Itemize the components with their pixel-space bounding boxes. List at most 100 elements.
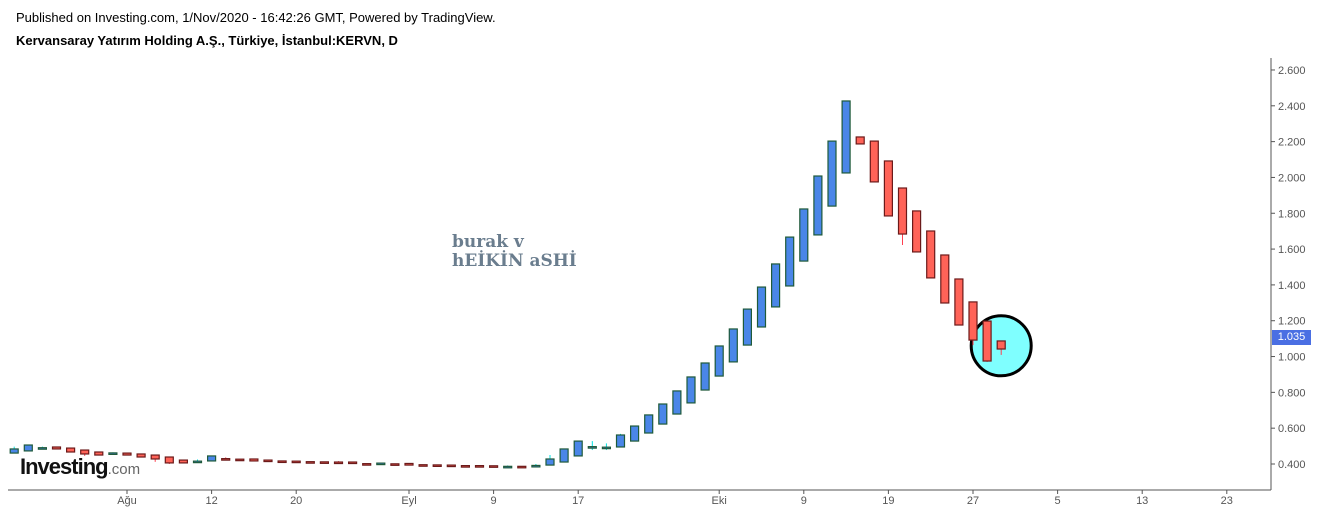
- candle-body: [742, 308, 753, 346]
- candle-body: [235, 458, 245, 462]
- candle: [672, 390, 682, 415]
- candle: [601, 443, 612, 451]
- candle: [108, 452, 118, 455]
- candle: [827, 140, 837, 207]
- candle: [897, 187, 908, 245]
- x-tick-label: 20: [290, 495, 302, 507]
- x-tick-label: Eki: [712, 495, 727, 507]
- candle: [785, 236, 795, 287]
- candle: [911, 210, 922, 253]
- candle: [178, 459, 188, 464]
- candle-body: [207, 455, 217, 462]
- candle-body: [545, 458, 555, 466]
- candle-body: [601, 446, 612, 450]
- candle-body: [799, 208, 809, 262]
- candle: [813, 175, 823, 236]
- candle-body: [587, 446, 597, 449]
- candle-body: [474, 465, 485, 468]
- candle-body: [263, 459, 273, 463]
- x-tick-label: 19: [882, 495, 894, 507]
- x-tick-label: 23: [1221, 495, 1233, 507]
- candle-body: [770, 263, 781, 308]
- candle-body: [9, 448, 19, 454]
- candle: [658, 403, 668, 425]
- candle: [432, 464, 442, 467]
- y-tick-label: 2.200: [1278, 137, 1306, 149]
- candle-body: [911, 210, 922, 253]
- x-tick-label: 27: [967, 495, 979, 507]
- candle-body: [80, 449, 90, 455]
- candle-body: [362, 463, 372, 466]
- candle-body: [446, 464, 456, 468]
- candle: [9, 446, 19, 454]
- candle-body: [573, 440, 583, 457]
- x-tick-label: 13: [1136, 495, 1148, 507]
- candle-body: [686, 376, 696, 404]
- candle-body: [94, 451, 104, 456]
- candle-body: [615, 434, 626, 448]
- candle: [291, 460, 301, 464]
- candle: [235, 458, 245, 462]
- x-tick-label: 5: [1055, 495, 1061, 507]
- candle-body: [136, 453, 146, 458]
- candle-body: [827, 140, 837, 207]
- candle: [333, 461, 344, 465]
- candle: [277, 460, 287, 464]
- candle-body: [108, 452, 118, 455]
- candle-body: [841, 100, 851, 174]
- candle: [686, 376, 696, 404]
- candle: [728, 328, 738, 363]
- candle-body: [996, 340, 1006, 350]
- x-tick-label: 9: [801, 495, 807, 507]
- investing-logo: Investing.com: [20, 454, 140, 480]
- annotation-line-2: hEİKİN aSHİ: [452, 251, 577, 271]
- x-tick-label: 12: [205, 495, 217, 507]
- candle-body: [672, 390, 682, 415]
- candle: [376, 462, 386, 466]
- candle: [51, 446, 62, 450]
- y-tick-label: 2.400: [1278, 101, 1306, 113]
- candle-body: [728, 328, 738, 363]
- candle: [855, 136, 865, 145]
- candle: [587, 441, 597, 451]
- candle: [517, 465, 527, 469]
- y-tick-label: 1.200: [1278, 316, 1306, 328]
- x-tick-label: 9: [491, 495, 497, 507]
- chart-annotation: burak v hEİKİN aSHİ: [452, 233, 577, 271]
- candle-body: [644, 414, 654, 434]
- candle: [629, 425, 640, 442]
- candle: [460, 465, 470, 468]
- candle: [545, 455, 555, 466]
- y-tick-label: 1.600: [1278, 244, 1306, 256]
- candle: [221, 457, 231, 461]
- candle: [37, 446, 48, 450]
- candle-body: [531, 464, 541, 468]
- candle: [615, 433, 626, 448]
- candle-body: [122, 452, 132, 456]
- candle-body: [305, 461, 315, 464]
- logo-main: Investing: [20, 454, 109, 479]
- candle-body: [785, 236, 795, 287]
- candle-body: [390, 463, 400, 466]
- current-price-label: 1.035: [1272, 330, 1311, 345]
- candle: [404, 462, 414, 466]
- candle-body: [954, 278, 964, 326]
- candle-body: [192, 460, 203, 464]
- candle: [531, 464, 541, 468]
- candle: [996, 340, 1006, 355]
- candle-body: [221, 458, 231, 461]
- candle-body: [926, 230, 936, 279]
- candle-body: [700, 362, 710, 391]
- candle-body: [333, 461, 344, 465]
- candle: [94, 451, 104, 456]
- y-tick-label: 0.400: [1278, 459, 1306, 471]
- candle-body: [348, 461, 358, 465]
- candle: [644, 414, 654, 434]
- y-tick-label: 2.000: [1278, 172, 1306, 184]
- logo-domain: .com: [107, 461, 141, 478]
- candle-body: [869, 140, 879, 183]
- candle: [559, 448, 569, 463]
- candle: [319, 461, 329, 464]
- y-tick-label: 0.600: [1278, 423, 1306, 435]
